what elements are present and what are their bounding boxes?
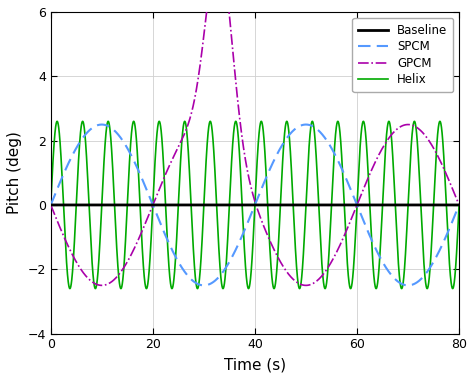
Y-axis label: Pitch (deg): Pitch (deg) xyxy=(7,132,22,214)
X-axis label: Time (s): Time (s) xyxy=(224,357,286,372)
Legend: Baseline, SPCM, GPCM, Helix: Baseline, SPCM, GPCM, Helix xyxy=(352,18,453,92)
